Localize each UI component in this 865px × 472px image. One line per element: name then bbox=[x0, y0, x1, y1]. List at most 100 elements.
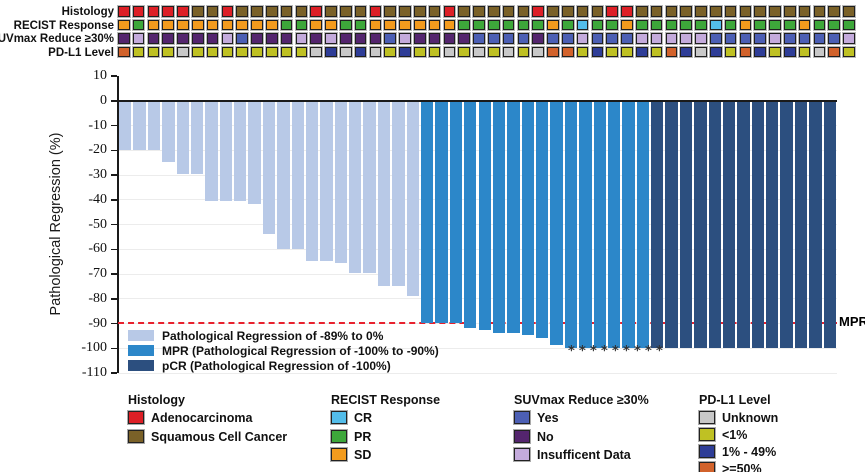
annotation-cell bbox=[650, 46, 663, 58]
y-tick bbox=[111, 298, 117, 300]
annotation-cell bbox=[562, 46, 574, 58]
annotation-cell bbox=[665, 46, 678, 58]
legend-title: SUVmax Reduce ≥30% bbox=[514, 393, 649, 407]
y-axis-line bbox=[117, 76, 119, 373]
annotation-cell bbox=[591, 46, 604, 58]
legend-item-label: PR bbox=[354, 429, 372, 444]
annotation-cell bbox=[369, 46, 382, 58]
annotation-cell bbox=[118, 46, 130, 58]
annotation-cell bbox=[798, 33, 811, 44]
y-tick-label: -20 bbox=[88, 142, 107, 158]
bar bbox=[751, 101, 765, 348]
annotation-cell bbox=[488, 19, 500, 31]
annotation-cell bbox=[754, 6, 766, 17]
annotation-cell bbox=[665, 6, 678, 17]
asterisk: * bbox=[612, 344, 619, 359]
annotation-cell bbox=[295, 6, 308, 17]
bar bbox=[176, 101, 189, 175]
legend-item-label: Insufficent Data bbox=[537, 448, 631, 462]
y-tick bbox=[111, 174, 117, 176]
annotation-cell bbox=[606, 19, 618, 31]
legend-item-label: CR bbox=[354, 411, 373, 425]
bar bbox=[435, 101, 448, 323]
annotation-cell bbox=[650, 6, 663, 17]
annotation-cell bbox=[517, 46, 530, 58]
annotation-cell bbox=[724, 6, 737, 17]
bar bbox=[248, 101, 261, 204]
annotation-cell bbox=[162, 6, 174, 17]
track-label: PD-L1 Level bbox=[48, 46, 114, 59]
annotation-cell bbox=[695, 46, 707, 58]
annotation-cell bbox=[724, 19, 737, 31]
bar bbox=[420, 101, 434, 323]
y-tick bbox=[111, 124, 117, 127]
y-tick bbox=[111, 223, 117, 226]
bar bbox=[205, 101, 218, 202]
annotation-cell bbox=[414, 33, 426, 44]
bar bbox=[119, 101, 132, 150]
y-tick-label: -30 bbox=[88, 167, 107, 182]
legend-item-label: Adenocarcinoma bbox=[151, 411, 253, 425]
annotation-cell bbox=[295, 33, 308, 44]
annotation-cell bbox=[310, 19, 322, 31]
bar bbox=[622, 101, 635, 348]
annotation-cell bbox=[236, 46, 248, 58]
annotation-cell bbox=[843, 6, 855, 17]
annotation-cell bbox=[340, 46, 352, 58]
annotation-cell bbox=[354, 6, 367, 17]
plot-legend-swatch bbox=[128, 330, 154, 341]
annotation-cell bbox=[769, 46, 781, 58]
bar bbox=[219, 101, 233, 202]
annotation-cell bbox=[177, 19, 189, 31]
asterisk: * bbox=[634, 344, 641, 359]
asterisk: * bbox=[623, 344, 630, 359]
asterisk: * bbox=[645, 344, 652, 359]
y-tick-label: 10 bbox=[93, 68, 107, 83]
annotation-cell bbox=[547, 33, 559, 44]
bar bbox=[162, 101, 175, 162]
annotation-cell bbox=[473, 46, 485, 58]
gridline bbox=[118, 298, 837, 300]
annotation-cell bbox=[680, 33, 692, 44]
y-tick-label: -50 bbox=[88, 216, 107, 232]
annotation-cell bbox=[606, 46, 618, 58]
annotation-cell bbox=[266, 33, 278, 44]
annotation-cell bbox=[280, 46, 293, 58]
bar bbox=[665, 101, 678, 348]
annotation-cell bbox=[813, 19, 826, 31]
legend-swatch bbox=[514, 448, 530, 461]
annotation-cell bbox=[562, 33, 574, 44]
annotation-cell bbox=[428, 6, 441, 17]
annotation-cell bbox=[206, 46, 219, 58]
annotation-cell bbox=[784, 6, 796, 17]
annotation-cell bbox=[325, 19, 337, 31]
annotation-cell bbox=[399, 33, 411, 44]
annotation-cell bbox=[221, 6, 234, 17]
bar bbox=[262, 101, 276, 234]
gridline bbox=[118, 347, 837, 349]
bar bbox=[593, 101, 606, 348]
legend-item-label: Yes bbox=[537, 411, 559, 425]
annotation-cell bbox=[147, 6, 160, 17]
annotation-cell bbox=[695, 6, 707, 17]
annotation-cell bbox=[739, 6, 752, 17]
annotation-cell bbox=[813, 6, 826, 17]
annotation-cell bbox=[443, 19, 456, 31]
annotation-cell bbox=[591, 6, 604, 17]
annotation-cell bbox=[562, 19, 574, 31]
asterisk: * bbox=[601, 344, 608, 359]
annotation-cell bbox=[843, 19, 855, 31]
annotation-cell bbox=[843, 46, 855, 58]
legend-swatch bbox=[699, 411, 715, 424]
annotation-cell bbox=[576, 19, 589, 31]
bar bbox=[708, 101, 721, 348]
annotation-cell bbox=[458, 46, 470, 58]
annotation-cell bbox=[517, 33, 530, 44]
annotation-cell bbox=[621, 6, 633, 17]
annotation-cell bbox=[680, 6, 692, 17]
annotation-cell bbox=[177, 6, 189, 17]
bar bbox=[320, 101, 333, 261]
annotation-cell bbox=[739, 33, 752, 44]
y-tick bbox=[111, 199, 117, 201]
